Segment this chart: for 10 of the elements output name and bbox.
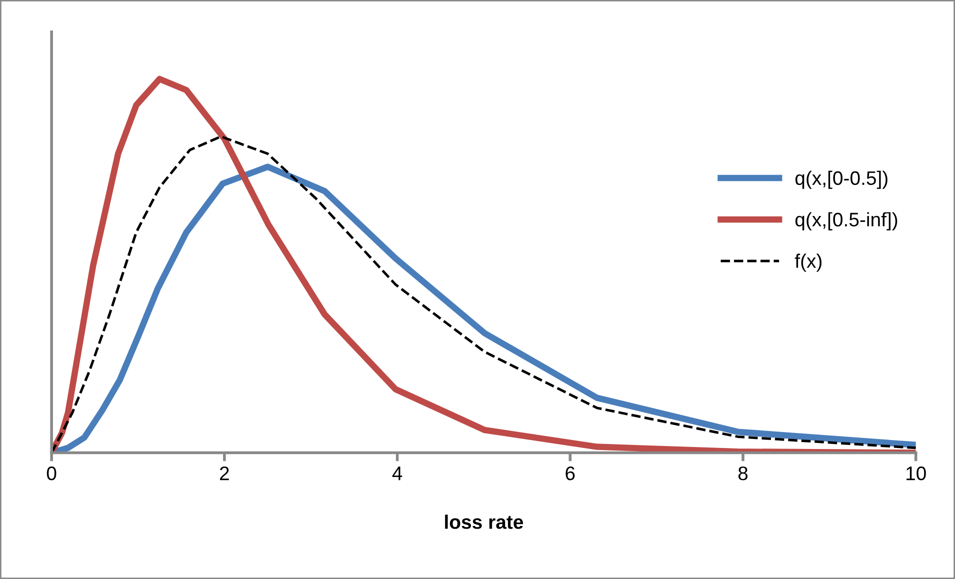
legend-label: f(x): [794, 254, 822, 272]
x-tick-label: 6: [566, 466, 575, 480]
x-tick-label: 0: [46, 466, 56, 480]
x-tick-label: 4: [392, 466, 402, 480]
x-tick-label: 10: [906, 466, 926, 480]
legend-label: q(x,[0.5-inf]): [795, 212, 898, 230]
legend-label: q(x,[0-0.5]): [795, 170, 888, 189]
x-axis-title: loss rate: [445, 514, 524, 529]
x-tick-label: 8: [738, 466, 748, 480]
x-tick-label: 2: [220, 466, 229, 480]
